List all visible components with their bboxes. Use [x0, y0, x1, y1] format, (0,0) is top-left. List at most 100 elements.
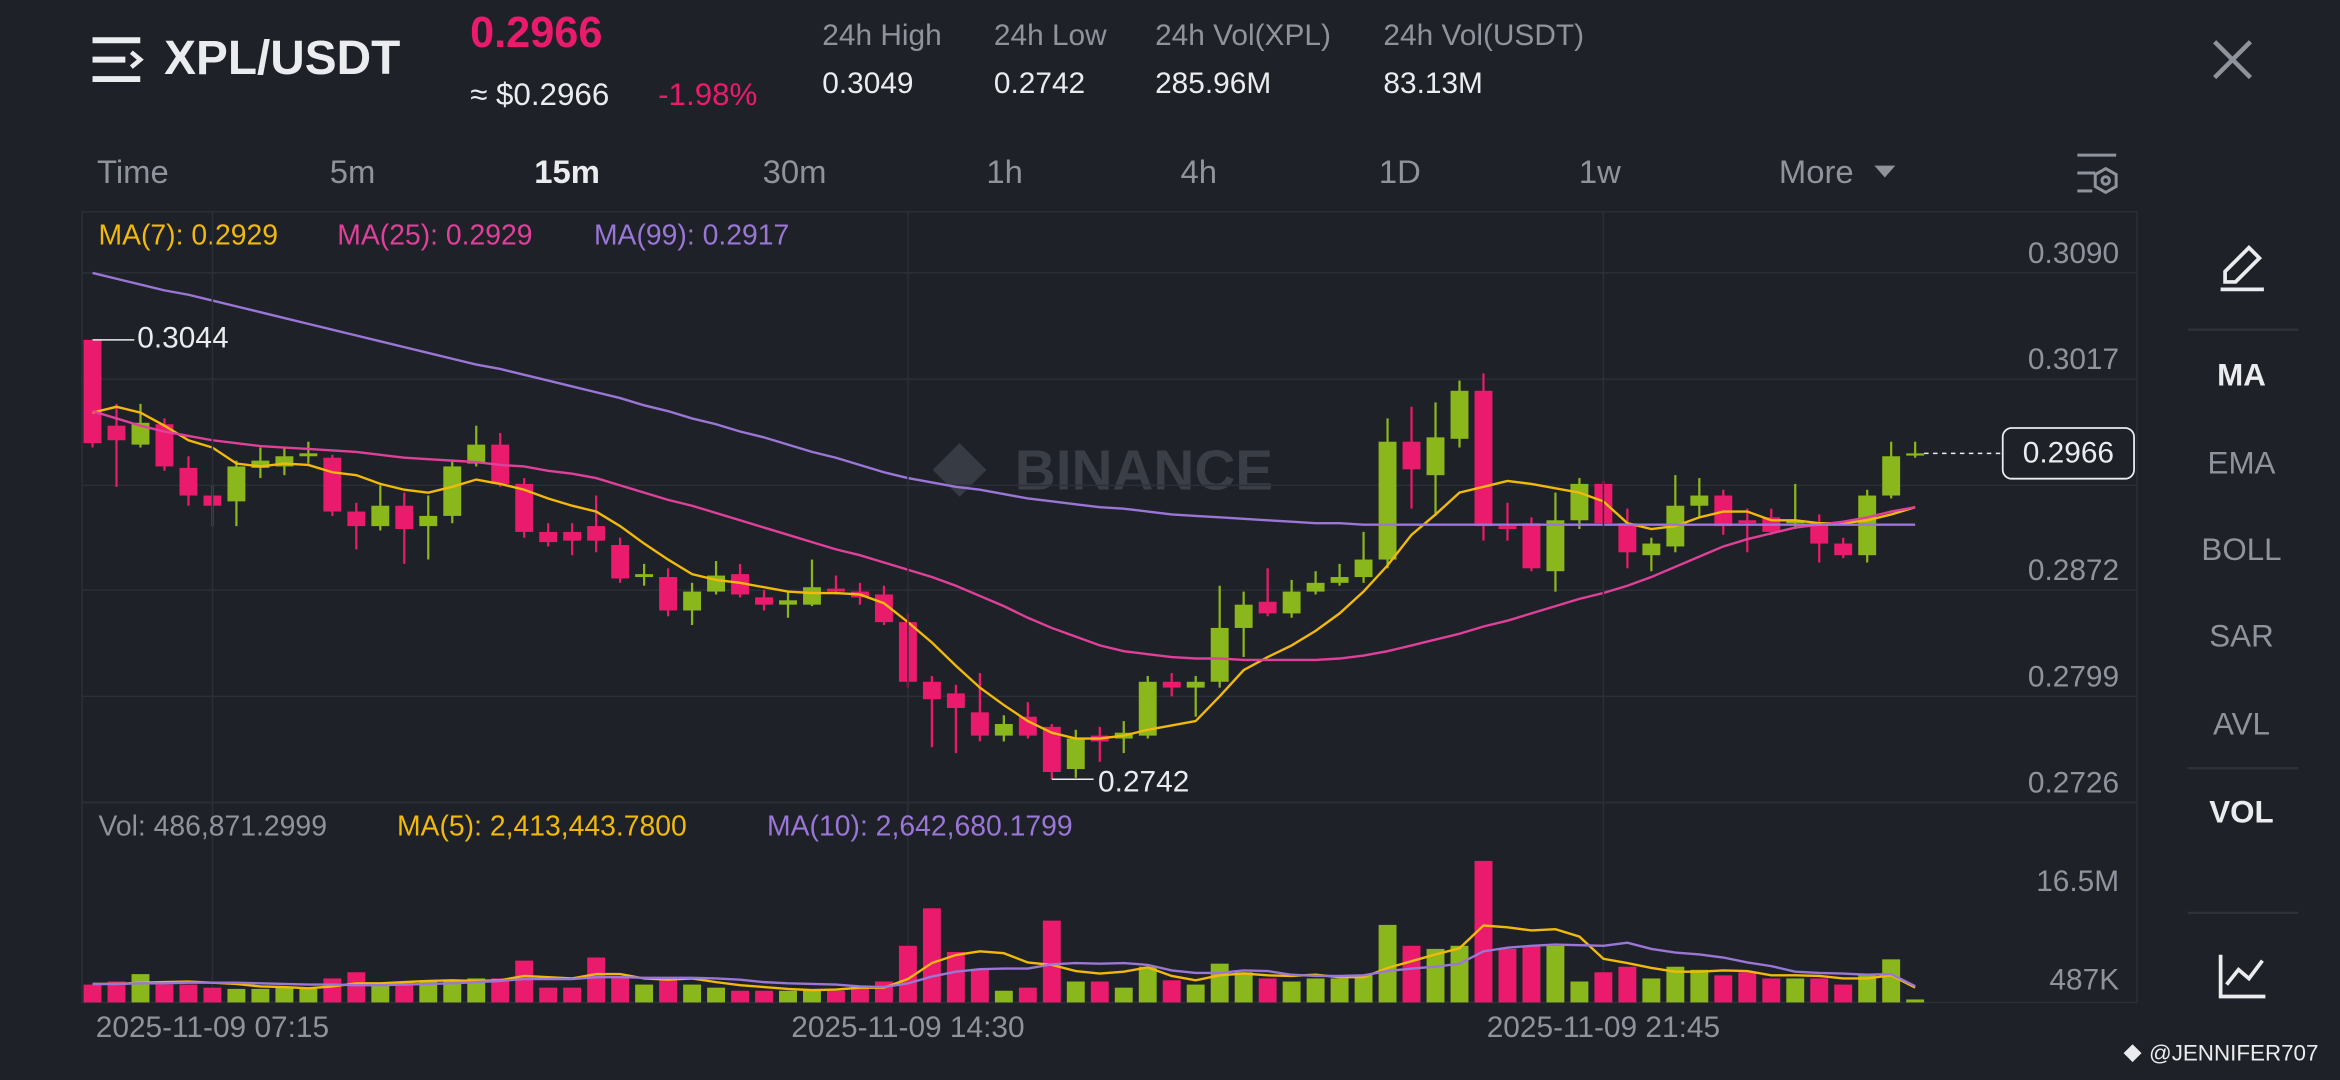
chart-type-button[interactable]: [2218, 954, 2266, 999]
legend-entry: MA(25): 0.2929: [337, 220, 532, 252]
volume-bar: [1354, 975, 1373, 1003]
interval-tab[interactable]: More: [1779, 153, 1854, 190]
candle-body: [155, 424, 174, 467]
volume-bar: [83, 984, 102, 1003]
volume-bar: [755, 990, 773, 1003]
volume-bar: [827, 990, 845, 1003]
volume-bar: [1138, 966, 1157, 1003]
interval-tab[interactable]: 1h: [986, 153, 1023, 190]
indicator-tab[interactable]: BOLL: [2201, 532, 2281, 567]
more-arrow: [1874, 165, 1896, 178]
candle-body: [1330, 577, 1349, 583]
candle-body: [1186, 681, 1205, 688]
x-tick-label: 2025-11-09 21:45: [1487, 1011, 1720, 1044]
volume-bar: [1714, 975, 1733, 1003]
usd-price: ≈ $0.2966: [470, 77, 609, 112]
y-tick-label: 0.2872: [2028, 554, 2119, 587]
candle-body: [1498, 526, 1517, 530]
volume-bar: [251, 988, 270, 1003]
interval-tab[interactable]: 30m: [763, 153, 827, 190]
candle-body: [1834, 543, 1853, 556]
volume-bar: [395, 981, 414, 1003]
last-price-label: 0.2966: [2023, 437, 2114, 470]
last-price-box: [2001, 427, 2135, 480]
volume-bar: [539, 987, 558, 1003]
y-tick-label: 0.2726: [2028, 767, 2119, 800]
candle-body: [731, 574, 749, 595]
pair-name: XPL/USDT: [164, 32, 400, 85]
volume-bar: [1018, 987, 1037, 1003]
candle-body: [1618, 523, 1637, 553]
candle-body: [539, 531, 558, 543]
x-tick-label: 2025-11-09 14:30: [791, 1011, 1024, 1044]
stat-value: 285.96M: [1155, 67, 1271, 100]
credit: @JENNIFER707: [2149, 1041, 2318, 1066]
indicator-tab[interactable]: AVL: [2213, 707, 2270, 742]
candle-body: [1642, 543, 1661, 556]
close-button[interactable]: [2213, 40, 2253, 80]
volume-bar: [1402, 945, 1421, 1003]
volume-bar: [587, 957, 606, 1003]
ma-line: [92, 941, 1916, 989]
max-marker-label: 0.3044: [137, 322, 228, 355]
interval-tab[interactable]: 1D: [1379, 153, 1421, 190]
volume-bar: [1474, 860, 1493, 1003]
volume-bar: [1762, 978, 1781, 1003]
volume-bar: [1738, 972, 1757, 1003]
volume-bar: [515, 960, 534, 1003]
volume-bar: [970, 969, 989, 1003]
volume-bar: [491, 978, 510, 1003]
last-price: 0.2966: [470, 9, 602, 57]
candle-body: [1354, 559, 1373, 578]
candle-body: [83, 339, 102, 444]
candle-body: [587, 526, 606, 541]
candle-body: [1402, 441, 1421, 470]
indicator-tab[interactable]: EMA: [2208, 446, 2276, 481]
volume-bar: [179, 984, 198, 1003]
interval-tab[interactable]: 4h: [1180, 153, 1217, 190]
volume-bar: [611, 977, 630, 1003]
volume-bar: [779, 990, 797, 1003]
volume-bar: [1786, 978, 1805, 1003]
y-tick-label: 0.2799: [2028, 660, 2119, 693]
indicator-tab[interactable]: VOL: [2209, 795, 2273, 830]
interval-tab[interactable]: 15m: [534, 153, 600, 190]
legend-entry: MA(10): 2,642,680.1799: [767, 810, 1073, 842]
volume-bar: [443, 980, 462, 1003]
candle-body: [1738, 520, 1757, 524]
volume-bar: [850, 985, 869, 1003]
volume-bar: [1330, 978, 1349, 1003]
chart-settings-button[interactable]: [2077, 153, 2118, 195]
volume-bar: [803, 990, 821, 1003]
interval-tab[interactable]: Time: [97, 153, 169, 190]
volume-bar: [1306, 978, 1325, 1003]
candle-body: [803, 587, 821, 605]
y-tick-label: 16.5M: [2036, 865, 2119, 898]
menu-button[interactable]: [92, 37, 144, 83]
indicator-tab[interactable]: SAR: [2209, 619, 2273, 654]
volume-bar: [107, 981, 126, 1003]
candle-body: [755, 597, 773, 605]
ma-line: [92, 405, 1916, 740]
volume-bar: [227, 988, 246, 1003]
indicator-tab[interactable]: MA: [2217, 358, 2266, 393]
candle-body: [1210, 627, 1229, 682]
candle-body: [227, 466, 246, 502]
draw-tool-button[interactable]: [2220, 244, 2264, 292]
volume-bar: [1090, 981, 1109, 1003]
legend-label: Vol: 486,871.2999: [98, 810, 326, 842]
candle-body: [1546, 520, 1565, 572]
volume-bar: [707, 987, 726, 1003]
candle-body: [299, 453, 318, 457]
stat-value: 83.13M: [1383, 67, 1483, 100]
candle-body: [275, 456, 294, 467]
price-change: -1.98%: [658, 77, 757, 112]
candle-body: [827, 588, 845, 592]
candle-body: [1018, 716, 1037, 736]
interval-tab[interactable]: 5m: [330, 153, 376, 190]
y-tick-label: 0.3017: [2028, 343, 2119, 376]
interval-tab[interactable]: 1w: [1579, 153, 1621, 190]
volume-bar: [1186, 984, 1205, 1003]
